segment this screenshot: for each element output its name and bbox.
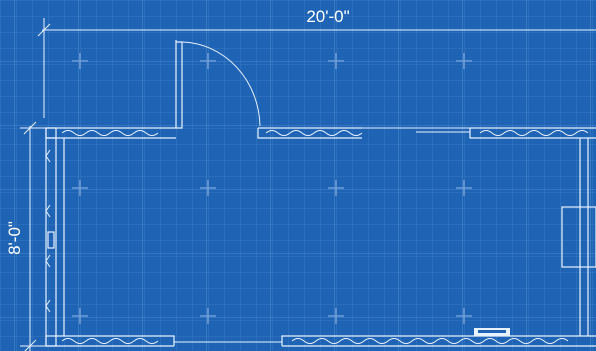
height-dimension-label: 8'-0"	[5, 221, 24, 255]
corrugation-bottom-right	[291, 338, 569, 344]
corrugation-top-left	[61, 130, 159, 136]
crosshair-marker	[456, 53, 472, 69]
wall-bottom-left	[46, 335, 175, 347]
floor-vent-slot	[478, 330, 506, 333]
width-dimension-label: 20'-0"	[306, 7, 349, 26]
width-dimension-line	[37, 18, 596, 118]
corrugation-bottom-left	[61, 338, 159, 344]
left-corner-post-top	[45, 127, 57, 139]
corrugation-top-middle	[265, 130, 363, 136]
wall-top-right	[469, 127, 596, 139]
crosshair-markers	[72, 53, 472, 324]
crosshair-marker	[456, 308, 472, 324]
wall-left	[45, 128, 65, 346]
crosshair-marker	[200, 53, 216, 69]
crosshair-marker	[456, 180, 472, 196]
crosshair-marker	[72, 308, 88, 324]
corrugation-top-right	[479, 130, 589, 136]
wall-right	[579, 138, 589, 336]
wall-top-middle	[257, 127, 362, 139]
crosshair-marker	[200, 308, 216, 324]
corrugation-left	[45, 149, 51, 313]
door-leaf	[176, 41, 183, 129]
crosshair-marker	[328, 308, 344, 324]
door-swing-arc	[181, 41, 261, 127]
crosshair-marker	[200, 180, 216, 196]
crosshair-marker	[72, 53, 88, 69]
crosshair-marker	[328, 180, 344, 196]
right-door-panel	[561, 206, 596, 268]
container-walls	[45, 40, 596, 347]
window-opening-top	[362, 127, 470, 133]
crosshair-marker	[72, 180, 88, 196]
crosshair-marker	[328, 53, 344, 69]
left-hinge	[47, 231, 55, 249]
